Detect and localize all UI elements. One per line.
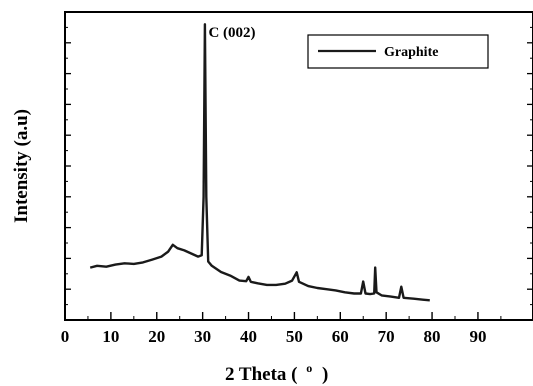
x-tick-label-90: 90: [469, 327, 486, 346]
x-axis-ticks: [64, 312, 502, 320]
x-tick-label-10: 10: [102, 327, 119, 346]
y-axis-ticks: [65, 26, 533, 306]
series-line-graphite: [89, 23, 430, 302]
series-layer: [89, 23, 430, 302]
legend-label-graphite: Graphite: [384, 45, 438, 60]
x-axis-title-close: ): [322, 364, 328, 385]
peak-annotation-c002: C (002): [208, 25, 255, 41]
x-tick-label-0: 0: [61, 327, 70, 346]
x-tick-label-30: 30: [194, 327, 211, 346]
x-axis-tick-labels: 0 10 20 30 40 50 60 70 80 90: [61, 327, 487, 346]
x-tick-label-50: 50: [286, 327, 303, 346]
legend: Graphite: [307, 34, 489, 69]
x-axis-title-superscript: o: [306, 361, 312, 375]
x-tick-label-80: 80: [424, 327, 441, 346]
x-axis-title: 2 Theta ( o ): [225, 356, 328, 385]
y-axis-title: Intensity (a.u): [11, 109, 32, 223]
x-tick-label-40: 40: [240, 327, 257, 346]
x-axis-title-main: 2 Theta (: [225, 364, 297, 385]
x-tick-label-20: 20: [148, 327, 165, 346]
x-tick-label-60: 60: [332, 327, 349, 346]
x-tick-label-70: 70: [378, 327, 395, 346]
